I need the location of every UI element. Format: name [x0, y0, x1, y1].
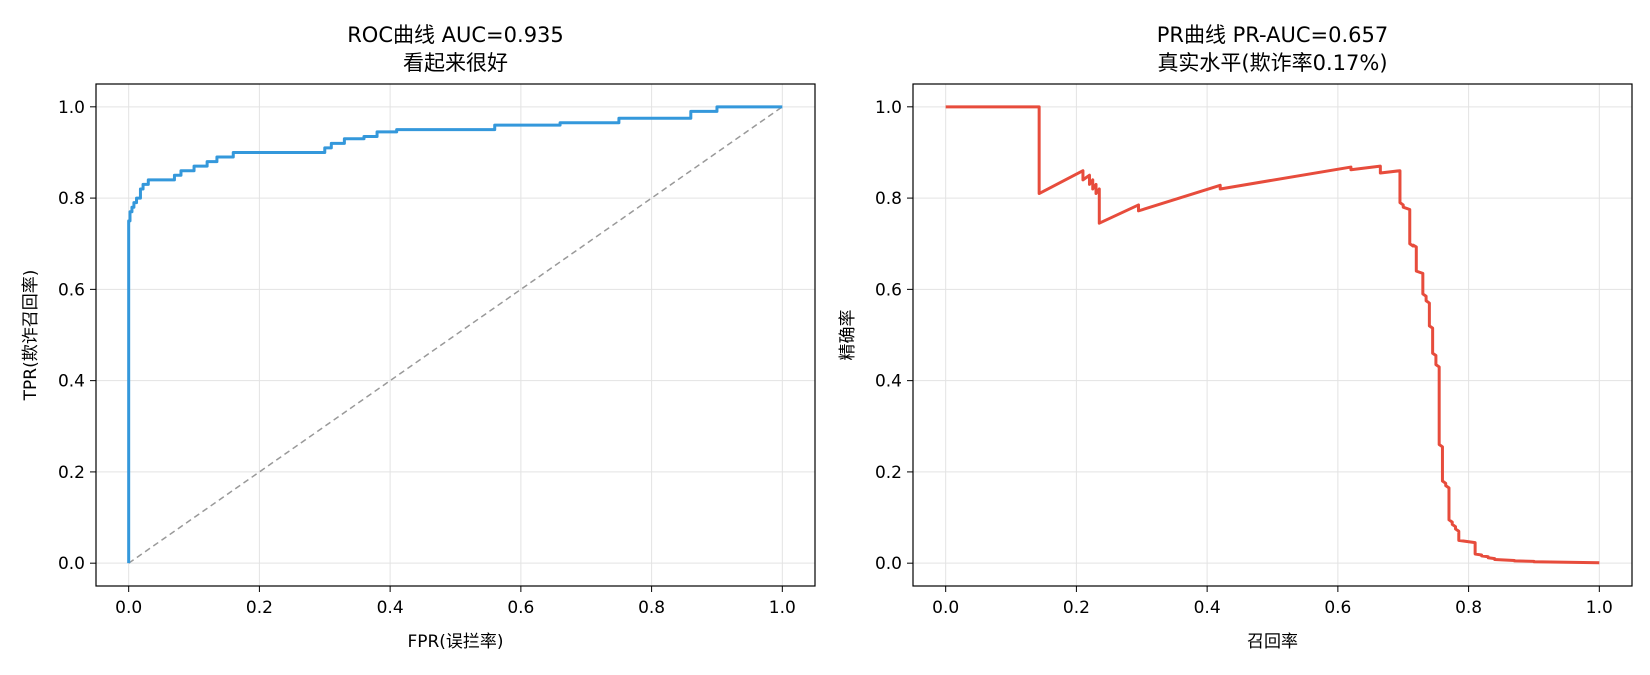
roc-y-axis-label: TPR(欺诈召回率)	[21, 270, 41, 402]
pr-chart-subtitle: 真实水平(欺诈率0.17%)	[1157, 51, 1387, 75]
pr-grid	[913, 84, 1632, 586]
pr-x-tick-label: 0.4	[1194, 598, 1221, 618]
roc-x-tick-label: 0.0	[115, 598, 142, 618]
roc-curve-line	[127, 105, 783, 564]
pr-x-tick-label: 0.8	[1455, 598, 1482, 618]
pr-y-tick-label: 0.0	[875, 554, 902, 574]
pr-x-tick-label: 0.2	[1063, 598, 1090, 618]
pr-y-axis-label: 精确率	[838, 310, 858, 361]
roc-y-tick-label: 0.2	[58, 463, 85, 483]
pr-y-ticks: 0.0 0.2 0.4 0.6 0.8 1.0	[875, 98, 913, 574]
roc-y-tick-label: 0.0	[58, 554, 85, 574]
roc-y-tick-label: 0.8	[58, 189, 85, 209]
pr-x-axis-label: 召回率	[1247, 632, 1298, 652]
roc-x-ticks: 0.0 0.2 0.4 0.6 0.8 1.0	[115, 586, 796, 618]
roc-x-tick-label: 0.4	[377, 598, 404, 618]
pr-y-tick-label: 0.8	[875, 189, 902, 209]
roc-diagonal-reference-line	[128, 106, 783, 564]
roc-x-tick-label: 0.8	[638, 598, 665, 618]
roc-x-axis-label: FPR(误拦率)	[407, 632, 503, 652]
pr-x-tick-label: 0.0	[932, 598, 959, 618]
roc-grid	[96, 84, 815, 586]
pr-chart: PR曲线 PR-AUC=0.657 真实水平(欺诈率0.17%) 0.0 0.2 0…	[838, 23, 1633, 652]
pr-curve-line	[945, 105, 1600, 565]
roc-x-tick-label: 1.0	[769, 598, 796, 618]
pr-chart-title: PR曲线 PR-AUC=0.657	[1157, 23, 1389, 47]
roc-x-tick-label: 0.2	[246, 598, 273, 618]
pr-y-tick-label: 0.2	[875, 463, 902, 483]
roc-y-tick-label: 1.0	[58, 98, 85, 118]
roc-plot-area	[127, 105, 783, 564]
pr-y-tick-label: 1.0	[875, 98, 902, 118]
pr-axes-frame	[912, 83, 1633, 587]
roc-axes-frame	[95, 83, 816, 587]
roc-chart-subtitle: 看起来很好	[403, 51, 508, 75]
roc-y-tick-label: 0.4	[58, 372, 85, 392]
pr-x-ticks: 0.0 0.2 0.4 0.6 0.8 1.0	[932, 586, 1613, 618]
pr-y-tick-label: 0.6	[875, 280, 902, 300]
roc-y-tick-label: 0.6	[58, 280, 85, 300]
roc-y-ticks: 0.0 0.2 0.4 0.6 0.8 1.0	[58, 98, 96, 574]
pr-plot-area	[945, 105, 1600, 565]
roc-chart: ROC曲线 AUC=0.935 看起来很好 0.0 0.2 0.4 0.6 0.8 1.0…	[21, 23, 816, 652]
roc-chart-title: ROC曲线 AUC=0.935	[347, 23, 564, 47]
pr-x-tick-label: 1.0	[1586, 598, 1613, 618]
roc-x-tick-label: 0.6	[507, 598, 534, 618]
pr-x-tick-label: 0.6	[1324, 598, 1351, 618]
pr-y-tick-label: 0.4	[875, 372, 902, 392]
